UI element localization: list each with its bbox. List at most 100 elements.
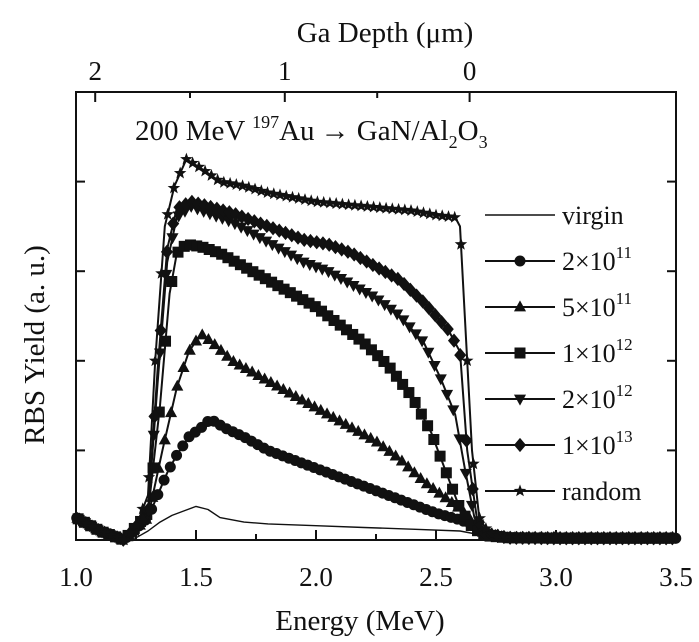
data-point bbox=[473, 511, 486, 524]
data-point bbox=[284, 287, 296, 299]
data-point bbox=[485, 527, 499, 540]
data-point bbox=[267, 187, 280, 200]
data-point bbox=[217, 203, 230, 218]
data-point bbox=[386, 202, 399, 215]
data-point bbox=[223, 205, 236, 220]
data-point bbox=[277, 382, 290, 394]
data-point bbox=[402, 460, 415, 472]
data-point bbox=[266, 276, 278, 288]
legend-label: 2×1011 bbox=[562, 243, 632, 276]
data-point bbox=[217, 175, 231, 188]
annotation-prefix: 200 MeV bbox=[135, 115, 252, 147]
data-point bbox=[434, 374, 447, 386]
data-point bbox=[397, 315, 410, 327]
data-point bbox=[395, 454, 408, 466]
data-point bbox=[347, 328, 359, 340]
data-point bbox=[111, 531, 124, 543]
legend-label: random bbox=[562, 477, 641, 506]
data-point bbox=[241, 226, 254, 238]
x-tick-label: 2.0 bbox=[299, 562, 333, 592]
data-point bbox=[333, 414, 346, 426]
data-point bbox=[177, 361, 190, 373]
data-point bbox=[427, 481, 440, 493]
data-point bbox=[189, 334, 203, 346]
data-point bbox=[289, 389, 302, 401]
data-point bbox=[178, 240, 190, 252]
legend: virgin2×10115×10111×10122×10121×1013rand… bbox=[485, 201, 641, 506]
data-point bbox=[428, 361, 441, 373]
data-point bbox=[266, 240, 279, 252]
data-point bbox=[317, 195, 330, 208]
data-point bbox=[183, 343, 196, 355]
data-point bbox=[335, 242, 348, 257]
annotation-mass: 197 bbox=[252, 112, 279, 132]
data-point bbox=[86, 520, 100, 533]
data-point bbox=[441, 322, 454, 337]
data-point bbox=[167, 181, 181, 194]
x-tick-label: 3.0 bbox=[539, 562, 573, 592]
data-point bbox=[460, 354, 474, 367]
legend-item: 5×1011 bbox=[485, 289, 632, 322]
data-point bbox=[573, 531, 586, 544]
data-point bbox=[377, 440, 390, 452]
data-point bbox=[379, 264, 392, 280]
data-point bbox=[353, 333, 365, 345]
data-point bbox=[429, 308, 442, 323]
data-point bbox=[173, 166, 187, 179]
data-point bbox=[296, 393, 309, 405]
data-point bbox=[339, 417, 352, 429]
data-point bbox=[286, 190, 299, 203]
legend-label-exp: 11 bbox=[616, 289, 632, 308]
data-point bbox=[567, 531, 580, 544]
data-point bbox=[179, 197, 192, 212]
data-point bbox=[479, 522, 493, 534]
x-tick-label: 1.0 bbox=[59, 562, 93, 592]
data-point bbox=[177, 440, 189, 452]
data-point bbox=[359, 288, 372, 300]
data-point bbox=[403, 322, 416, 334]
data-point bbox=[329, 239, 342, 255]
data-point bbox=[304, 194, 318, 207]
data-point bbox=[548, 531, 561, 544]
data-point bbox=[378, 355, 390, 367]
data-point bbox=[535, 531, 549, 544]
data-point bbox=[510, 531, 524, 544]
legend-label-exp: 12 bbox=[616, 381, 633, 400]
legend-label: 1×1013 bbox=[562, 427, 633, 460]
data-point bbox=[345, 421, 359, 433]
data-point bbox=[253, 233, 266, 245]
data-point bbox=[420, 477, 433, 489]
data-point bbox=[227, 355, 240, 367]
data-point bbox=[235, 222, 248, 234]
data-point bbox=[316, 236, 330, 251]
data-point bbox=[202, 333, 215, 345]
data-point bbox=[341, 277, 354, 289]
data-point bbox=[554, 531, 568, 544]
data-point bbox=[105, 528, 118, 541]
data-point bbox=[171, 449, 183, 461]
data-point bbox=[342, 198, 355, 211]
data-point bbox=[242, 211, 255, 227]
data-point bbox=[379, 201, 393, 214]
legend-marker bbox=[514, 347, 526, 359]
beam-annotation: 200 MeV 197Au → GaN/Al2O3 bbox=[135, 112, 488, 152]
data-point bbox=[414, 472, 427, 484]
data-point bbox=[234, 259, 246, 271]
data-point bbox=[320, 407, 334, 419]
data-point bbox=[529, 531, 543, 544]
data-point bbox=[280, 189, 293, 202]
data-point bbox=[74, 513, 87, 526]
data-point bbox=[460, 433, 473, 448]
data-point bbox=[247, 266, 259, 278]
data-point bbox=[180, 152, 193, 165]
data-point bbox=[403, 387, 415, 399]
data-point bbox=[370, 435, 384, 447]
data-point bbox=[309, 301, 321, 313]
data-point bbox=[278, 247, 291, 259]
data-point bbox=[334, 319, 346, 331]
legend-label: 2×1012 bbox=[562, 381, 633, 414]
data-point bbox=[422, 420, 434, 432]
data-point bbox=[161, 207, 174, 220]
data-point bbox=[623, 531, 636, 544]
data-point bbox=[404, 282, 417, 297]
